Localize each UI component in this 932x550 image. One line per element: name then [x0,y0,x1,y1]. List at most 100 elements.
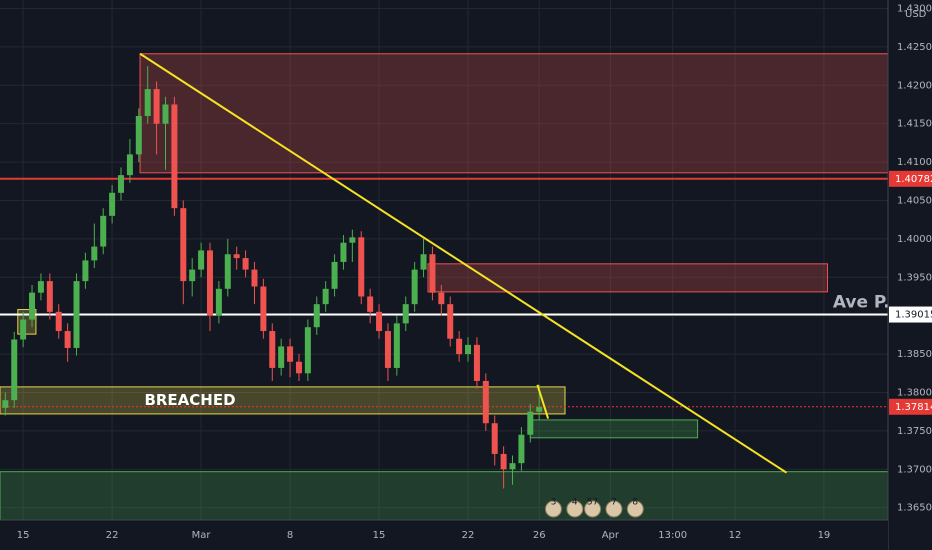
y-tick-label: 1.43000 [897,3,932,14]
candle-body [429,254,436,293]
x-tick-label: 22 [462,530,475,541]
candle-body [438,292,445,305]
x-tick-label: 13:00 [658,530,687,541]
candle-body [393,323,400,368]
candle-body [64,331,71,348]
zone [0,386,566,415]
currency: USD [905,9,927,20]
candle-body [126,154,133,176]
x-tick-label: Mar [192,530,212,541]
candle-body [384,331,391,368]
candle-body [251,269,258,287]
candle-body [233,254,240,259]
candle-body [153,89,160,124]
candle-body [242,258,249,270]
x-tick-label: 12 [729,530,742,541]
y-tick-label: 1.38000 [897,387,932,398]
event-label: 8 [632,498,638,508]
candle-body [536,407,543,412]
candle-body [269,331,276,368]
zone [0,471,889,521]
event-label: 4 [572,498,578,508]
y-tick-label: 1.37000 [897,464,932,475]
price-axis [888,0,932,550]
y-tick-label: 1.41000 [897,157,932,168]
candle-body [91,246,98,261]
candle-body [162,104,169,124]
event-label: 57 [587,498,598,508]
candle-body [340,242,347,262]
event-icon [584,500,602,518]
candle-body [313,304,320,328]
y-tick-label: 1.40000 [897,234,932,245]
event-icon [626,500,644,518]
event-label: 3 [551,498,557,508]
zone [427,263,828,293]
candle-body [456,338,463,355]
candle-body [55,311,62,332]
x-tick-label: 8 [287,530,293,541]
candle-body [20,319,27,340]
candle-body [376,311,383,332]
x-tick-label: 26 [533,530,546,541]
candle-body [224,254,231,289]
time-axis [0,520,888,550]
x-tick-label: 22 [106,530,119,541]
price-tag [889,170,932,187]
candle-body [198,250,205,270]
plot-area: BREACHED Ave P. 3 4 57 7 8 [0,0,890,521]
candle-body [118,175,125,193]
candle-body [411,269,418,305]
price-tag-label: 1.40782 [895,174,932,185]
candle-body [367,296,374,312]
candle-body [491,423,498,454]
candle-body [144,89,151,116]
candle-body [349,237,356,243]
y-tick-label: 1.42500 [897,42,932,53]
candle-body [447,304,454,339]
candle-body [215,288,222,316]
candle-body [322,288,329,305]
candle-body [500,453,507,470]
price-tag-label: 1.37814 [895,402,932,413]
event-icon [605,500,623,518]
candle-body [29,292,36,320]
candle-body [518,434,525,464]
candle-body [11,339,18,401]
candle-body [109,192,116,216]
candle-body [82,260,89,282]
candle-body [73,281,80,348]
zone [139,53,889,174]
candle-body [278,346,285,368]
y-tick-label: 1.41500 [897,119,932,130]
axes: 1.36500 1.37000 1.37500 1.38000 1.38500 1.390… [17,3,932,541]
candle-body [420,254,427,270]
candle-body [189,269,196,282]
candle-body [260,286,267,332]
zone-label: BREACHED [144,391,235,409]
zone [529,419,699,439]
y-tick-label: 1.42000 [897,80,932,91]
event-icon [566,500,584,518]
candle-body [100,215,107,247]
event-label: 7 [611,498,617,508]
trendline [139,52,788,474]
x-tick-label: Apr [602,530,620,541]
candle-body [2,400,9,408]
y-tick-label: 1.36500 [897,503,932,514]
candle-body [37,281,44,293]
candle-body [135,115,142,155]
price-tag [889,398,932,415]
price-tag [889,306,932,323]
candle-body [358,237,365,297]
candle-body [46,281,53,312]
price-tag-label: 1.39015 [895,310,932,321]
candle-body [482,380,489,424]
candle-body [206,250,213,316]
candle-body [402,304,409,324]
trendline [536,384,550,419]
y-tick-label: 1.37500 [897,426,932,437]
annotation: Ave P. [833,293,890,313]
candle-body [527,411,534,435]
